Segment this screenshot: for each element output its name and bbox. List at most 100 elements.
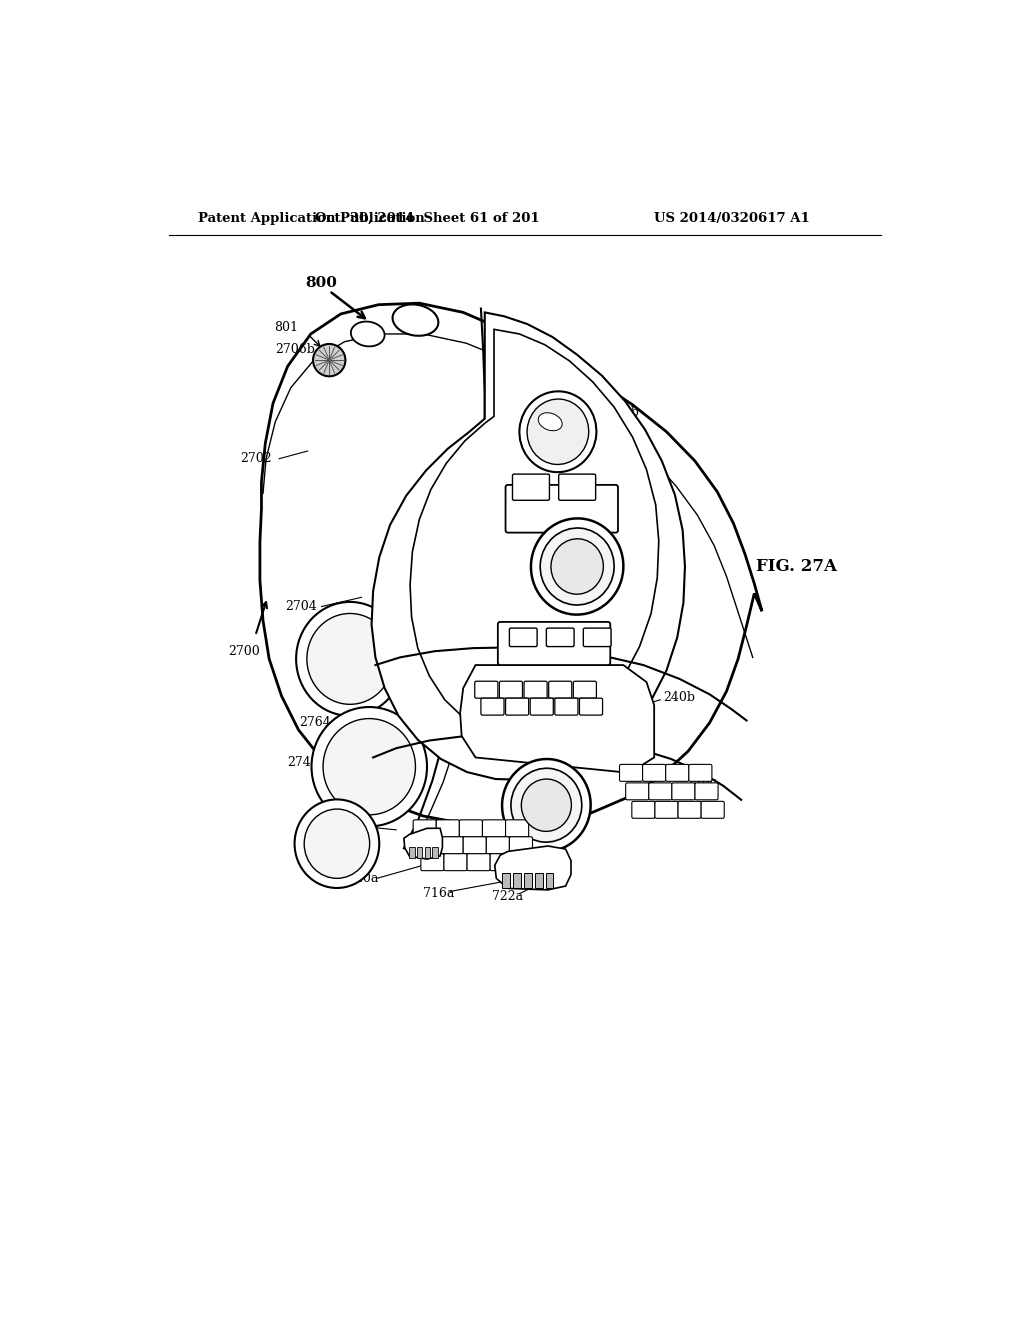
FancyBboxPatch shape bbox=[672, 783, 695, 800]
FancyBboxPatch shape bbox=[440, 837, 463, 854]
Ellipse shape bbox=[304, 809, 370, 878]
Text: 801: 801 bbox=[274, 321, 298, 334]
Text: 2766b: 2766b bbox=[599, 407, 639, 418]
Text: 2706b: 2706b bbox=[275, 343, 315, 356]
Ellipse shape bbox=[323, 718, 416, 814]
Text: Oct. 30, 2014  Sheet 61 of 201: Oct. 30, 2014 Sheet 61 of 201 bbox=[314, 213, 540, 224]
Text: FIG. 27A: FIG. 27A bbox=[756, 558, 837, 576]
Bar bbox=[432, 847, 438, 858]
Text: 716b: 716b bbox=[639, 531, 671, 544]
FancyBboxPatch shape bbox=[559, 474, 596, 500]
FancyBboxPatch shape bbox=[584, 628, 611, 647]
Polygon shape bbox=[495, 846, 571, 890]
Polygon shape bbox=[260, 304, 762, 826]
FancyBboxPatch shape bbox=[498, 622, 610, 665]
FancyBboxPatch shape bbox=[655, 801, 678, 818]
Text: US 2014/0320617 A1: US 2014/0320617 A1 bbox=[654, 213, 810, 224]
Ellipse shape bbox=[392, 305, 438, 335]
Text: 2744: 2744 bbox=[323, 820, 354, 833]
FancyBboxPatch shape bbox=[689, 764, 712, 781]
Polygon shape bbox=[403, 829, 442, 859]
FancyBboxPatch shape bbox=[549, 681, 571, 698]
Text: 2700: 2700 bbox=[228, 644, 260, 657]
FancyBboxPatch shape bbox=[512, 474, 550, 500]
Bar bbox=[546, 873, 553, 888]
FancyBboxPatch shape bbox=[486, 837, 509, 854]
Bar bbox=[503, 873, 510, 888]
Bar bbox=[417, 847, 422, 858]
FancyBboxPatch shape bbox=[500, 681, 522, 698]
Polygon shape bbox=[410, 330, 658, 738]
FancyBboxPatch shape bbox=[506, 820, 528, 837]
Bar bbox=[513, 873, 521, 888]
FancyBboxPatch shape bbox=[460, 820, 482, 837]
FancyBboxPatch shape bbox=[475, 681, 498, 698]
FancyBboxPatch shape bbox=[666, 764, 689, 781]
Ellipse shape bbox=[511, 768, 582, 842]
Ellipse shape bbox=[351, 322, 385, 346]
FancyBboxPatch shape bbox=[643, 764, 666, 781]
Text: 2740a: 2740a bbox=[288, 756, 327, 770]
Text: 2764: 2764 bbox=[299, 715, 331, 729]
FancyBboxPatch shape bbox=[580, 698, 602, 715]
Ellipse shape bbox=[527, 399, 589, 465]
Bar bbox=[524, 873, 531, 888]
Text: 260b: 260b bbox=[635, 499, 667, 511]
Text: 260a: 260a bbox=[635, 597, 667, 610]
FancyBboxPatch shape bbox=[482, 820, 506, 837]
FancyBboxPatch shape bbox=[573, 681, 596, 698]
Ellipse shape bbox=[539, 413, 562, 430]
FancyBboxPatch shape bbox=[695, 783, 718, 800]
FancyBboxPatch shape bbox=[506, 484, 617, 533]
FancyBboxPatch shape bbox=[481, 698, 504, 715]
FancyBboxPatch shape bbox=[513, 854, 537, 871]
FancyBboxPatch shape bbox=[463, 837, 486, 854]
Text: 800: 800 bbox=[305, 276, 337, 290]
Bar bbox=[425, 847, 430, 858]
Ellipse shape bbox=[311, 708, 427, 826]
FancyBboxPatch shape bbox=[444, 854, 467, 871]
FancyBboxPatch shape bbox=[632, 801, 655, 818]
Text: 240a: 240a bbox=[347, 871, 379, 884]
Text: Patent Application Publication: Patent Application Publication bbox=[199, 213, 425, 224]
Ellipse shape bbox=[541, 528, 614, 605]
FancyBboxPatch shape bbox=[421, 854, 444, 871]
FancyBboxPatch shape bbox=[413, 820, 436, 837]
Ellipse shape bbox=[551, 539, 603, 594]
FancyBboxPatch shape bbox=[547, 628, 574, 647]
Text: 240b: 240b bbox=[664, 690, 695, 704]
Ellipse shape bbox=[313, 345, 345, 376]
Ellipse shape bbox=[519, 391, 596, 473]
Ellipse shape bbox=[295, 800, 379, 888]
Ellipse shape bbox=[307, 614, 393, 705]
FancyBboxPatch shape bbox=[436, 820, 460, 837]
Polygon shape bbox=[372, 313, 685, 780]
Bar bbox=[410, 847, 415, 858]
Ellipse shape bbox=[502, 759, 591, 851]
FancyBboxPatch shape bbox=[417, 837, 440, 854]
Ellipse shape bbox=[296, 602, 403, 715]
FancyBboxPatch shape bbox=[678, 801, 701, 818]
FancyBboxPatch shape bbox=[701, 801, 724, 818]
FancyBboxPatch shape bbox=[506, 698, 528, 715]
Ellipse shape bbox=[521, 779, 571, 832]
Text: 2704: 2704 bbox=[285, 601, 316, 612]
FancyBboxPatch shape bbox=[524, 681, 547, 698]
FancyBboxPatch shape bbox=[509, 837, 532, 854]
FancyBboxPatch shape bbox=[530, 698, 553, 715]
FancyBboxPatch shape bbox=[509, 628, 538, 647]
FancyBboxPatch shape bbox=[620, 764, 643, 781]
Text: 722a: 722a bbox=[493, 890, 523, 903]
FancyBboxPatch shape bbox=[490, 854, 513, 871]
Text: 2702: 2702 bbox=[240, 453, 271, 465]
FancyBboxPatch shape bbox=[649, 783, 672, 800]
Ellipse shape bbox=[531, 519, 624, 615]
Polygon shape bbox=[460, 665, 654, 774]
Text: 716a: 716a bbox=[423, 887, 455, 900]
Text: 780: 780 bbox=[639, 564, 663, 577]
Text: 240c: 240c bbox=[686, 776, 718, 788]
FancyBboxPatch shape bbox=[467, 854, 490, 871]
FancyBboxPatch shape bbox=[626, 783, 649, 800]
Bar bbox=[535, 873, 543, 888]
FancyBboxPatch shape bbox=[555, 698, 578, 715]
